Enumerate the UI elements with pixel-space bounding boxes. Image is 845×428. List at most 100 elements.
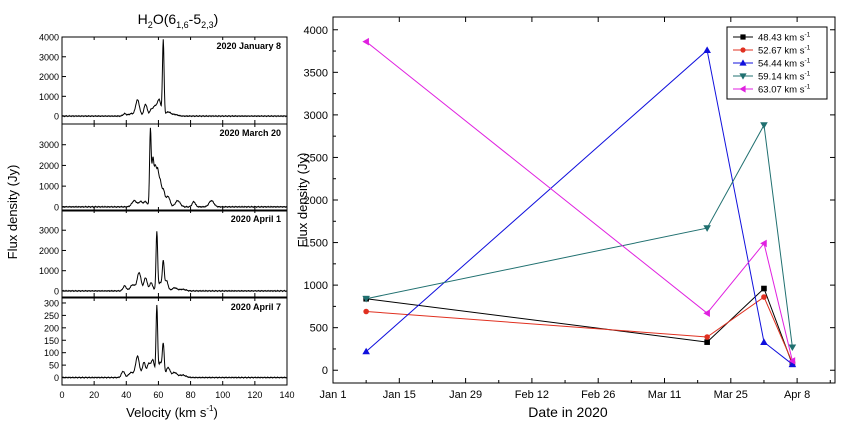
- legend-marker: [740, 47, 746, 53]
- left-x-axis-label: Velocity (km s-1): [126, 404, 218, 420]
- y-tick-label: 0: [54, 373, 59, 383]
- x-tick-label: 80: [186, 390, 196, 400]
- data-point: [362, 37, 369, 46]
- panel-date-label: 2020 March 20: [219, 128, 281, 138]
- data-point: [788, 357, 796, 365]
- data-point: [788, 360, 797, 368]
- legend-label: 48.43 km s-1: [758, 32, 811, 44]
- y-tick-label: 250: [44, 311, 59, 321]
- panel-date-label: 2020 April 1: [231, 214, 281, 224]
- y-tick-label: 50: [49, 361, 59, 371]
- y-tick-label: 100: [44, 348, 59, 358]
- x-tick-label: Feb 26: [581, 389, 615, 401]
- legend-label: 54.44 km s-1: [758, 58, 811, 70]
- data-point: [761, 285, 767, 292]
- spectrum-panel: 0 1000 2000 3000 2020 April 1: [39, 209, 288, 298]
- legend-label: 63.07 km s-1: [758, 84, 811, 96]
- y-tick-label: 4000: [39, 33, 59, 43]
- y-tick-label: 500: [310, 323, 328, 335]
- y-tick-label: 3000: [304, 110, 328, 122]
- x-tick-label: Jan 1: [320, 389, 347, 401]
- x-tick-label: 140: [279, 390, 294, 400]
- legend-entry: 54.44 km s-1: [733, 58, 811, 70]
- series-48.43: [363, 285, 796, 368]
- x-tick-label: 40: [121, 390, 131, 400]
- left-chart-title: H2O(61,6-52,3): [138, 11, 219, 30]
- y-tick-label: 1000: [304, 280, 328, 292]
- y-tick-label: 300: [44, 298, 59, 308]
- y-tick-label: 0: [322, 365, 328, 377]
- data-point: [703, 225, 711, 232]
- spectrum-line: [61, 231, 288, 293]
- series-line: [366, 123, 793, 348]
- y-tick-label: 3000: [39, 140, 59, 150]
- series-line: [365, 49, 793, 365]
- spectrum-line: [62, 127, 288, 209]
- x-tick-label: 120: [247, 390, 262, 400]
- x-tick-label: Jan 15: [383, 389, 416, 401]
- panel-date-label: 2020 January 8: [216, 41, 281, 51]
- data-point: [703, 46, 711, 53]
- y-tick-label: 2000: [39, 72, 59, 82]
- y-tick-label: 200: [44, 323, 59, 333]
- y-tick-label: 3500: [304, 67, 328, 79]
- data-point: [760, 122, 768, 129]
- right-y-axis-label: Flux density (Jy): [295, 153, 310, 248]
- data-point: [704, 334, 710, 340]
- data-point: [703, 309, 710, 318]
- y-tick-label: 1500: [304, 238, 328, 250]
- data-point: [363, 308, 369, 315]
- right-x-axis-label: Date in 2020: [528, 404, 608, 420]
- legend-marker: [739, 85, 746, 93]
- right-flux-time-chart: 0 500 1000 1500 2000 2500 3000 3500 4000 Jan 1 Jan…: [304, 16, 836, 401]
- y-tick-label: 2500: [304, 152, 328, 164]
- spectrum-panel: 0 50 100 150 200 250 300 2020 April 7: [44, 297, 288, 386]
- series-52.67: [363, 294, 796, 366]
- y-tick-label: 1000: [39, 266, 59, 276]
- panel-frame: [61, 123, 288, 212]
- panel-date-label: 2020 April 7: [231, 302, 281, 312]
- series-59.14: [362, 122, 797, 352]
- x-tick-label: 60: [153, 390, 163, 400]
- legend: 48.43 km s-152.67 km s-154.44 km s-159.1…: [726, 26, 828, 100]
- y-tick-label: 0: [54, 112, 59, 122]
- legend-label: 59.14 km s-1: [758, 71, 811, 83]
- x-tick-label: Feb 12: [515, 389, 549, 401]
- y-tick-label: 4000: [304, 25, 328, 37]
- x-tick-label: 100: [215, 390, 230, 400]
- data-point: [761, 294, 767, 300]
- y-tick-label: 3000: [39, 52, 59, 62]
- x-tick-label: Apr 8: [784, 389, 810, 401]
- spectrum-line: [61, 39, 288, 118]
- legend-entry: 52.67 km s-1: [733, 45, 811, 57]
- series-line: [366, 296, 793, 363]
- data-point: [788, 344, 797, 352]
- legend-entry: 59.14 km s-1: [733, 71, 811, 83]
- series-63.07: [362, 37, 796, 365]
- legend-marker: [739, 73, 747, 80]
- x-tick-label: 20: [89, 390, 99, 400]
- y-tick-label: 2000: [39, 246, 59, 256]
- data-point: [362, 347, 370, 355]
- panel-frame: [61, 297, 288, 386]
- series-line: [365, 41, 793, 362]
- data-point: [704, 339, 710, 345]
- spectrum-panel: 0 1000 2000 3000 4000 2020 January 8: [39, 33, 288, 125]
- legend-label: 52.67 km s-1: [758, 45, 811, 57]
- spectrum-line: [61, 304, 288, 379]
- x-tick-label: Jan 29: [449, 389, 482, 401]
- y-tick-label: 2000: [304, 195, 328, 207]
- y-tick-label: 2000: [39, 161, 59, 171]
- legend-marker: [740, 34, 746, 40]
- x-tick-label: 0: [59, 390, 64, 400]
- panel-frame: [61, 209, 288, 298]
- data-point: [760, 239, 767, 248]
- spectrum-panel: 0 1000 2000 3000 2020 March 20: [39, 123, 288, 212]
- data-point: [760, 338, 768, 345]
- y-tick-label: 1000: [39, 92, 59, 102]
- y-tick-label: 150: [44, 336, 59, 346]
- data-point: [362, 295, 370, 303]
- left-y-axis-label: Flux density (Jy): [5, 165, 20, 260]
